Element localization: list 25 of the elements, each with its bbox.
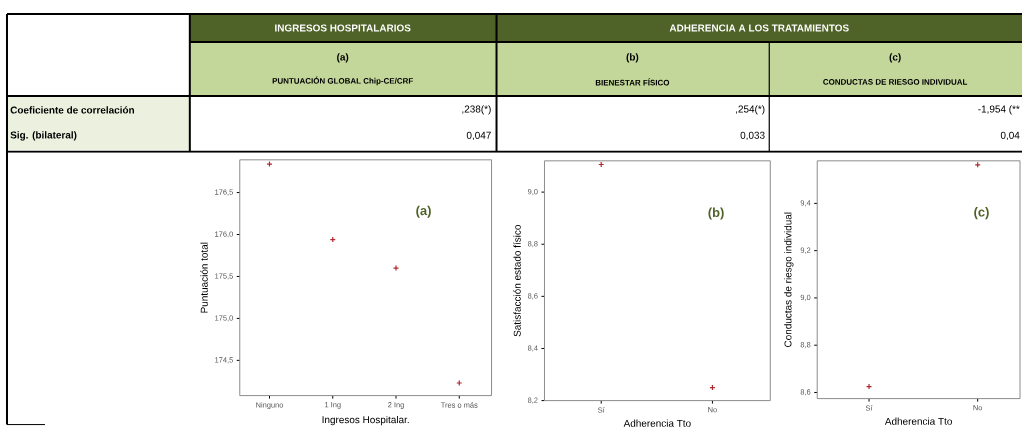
text: 0,047 — [466, 131, 491, 141]
point — [392, 265, 400, 272]
text: Sig. (bilateral) — [10, 131, 77, 141]
text: -1,954 (** — [978, 105, 1020, 115]
text: Coeficiente de correlación — [10, 106, 135, 114]
text: ADHERENCIA A LOS TRATAMIENTOS — [669, 24, 849, 32]
text: ,238(*) — [462, 105, 491, 115]
point — [266, 161, 273, 168]
text: 0,033 — [740, 131, 765, 141]
y-axis-title: Puntuación total — [200, 242, 208, 313]
annotation: (b) — [708, 207, 724, 220]
text: 0,04 — [1000, 131, 1020, 141]
x-axis-title: Adherencia Tto — [884, 417, 952, 426]
text: INGRESOS HOSPITALARIOS — [275, 24, 411, 32]
text: (a) — [337, 53, 349, 63]
x-axis-title: Adherencia Tto — [623, 419, 691, 428]
y-axis-title: Satisfacción estado físico — [513, 225, 521, 337]
text: ,254(*) — [736, 105, 765, 115]
y-axis-title: Conductas de riesgo individual — [784, 212, 794, 348]
text: (b) — [626, 53, 639, 63]
annotation: (a) — [416, 205, 431, 218]
annotation: (c) — [974, 207, 989, 220]
point — [456, 380, 463, 387]
text: (c) — [889, 53, 901, 63]
x-axis-title: Ingresos Hospitalar. — [322, 416, 409, 426]
